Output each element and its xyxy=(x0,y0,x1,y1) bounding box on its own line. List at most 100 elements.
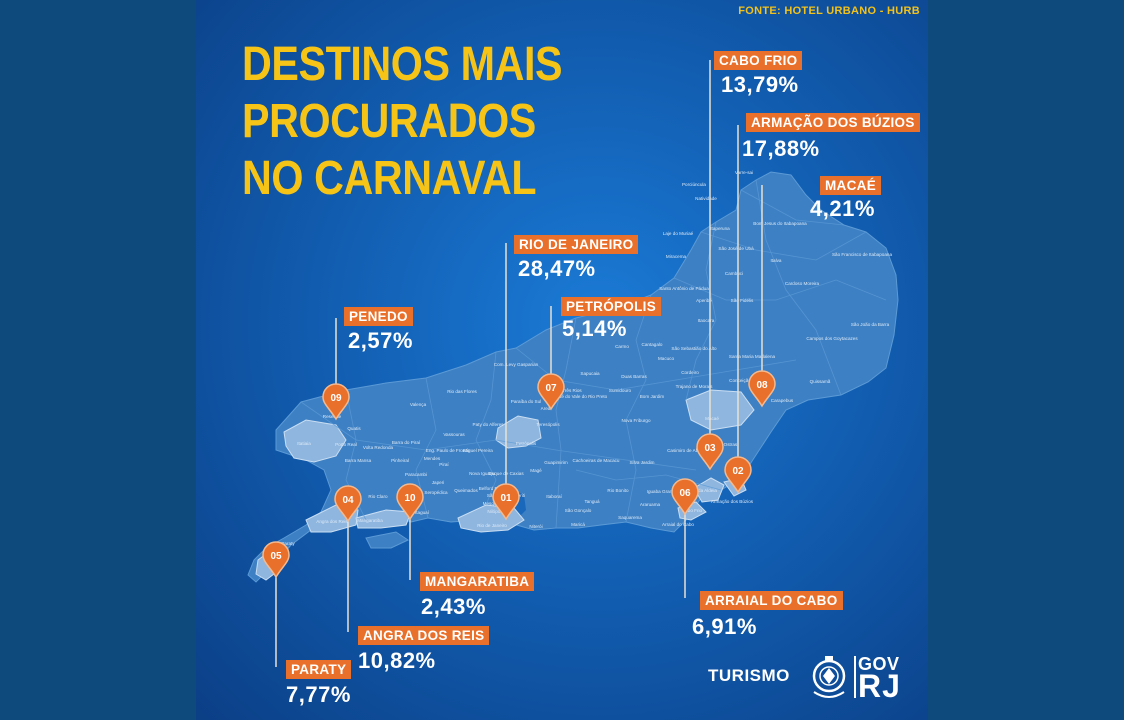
municipality-label: Volta Redonda xyxy=(363,445,394,450)
municipality-label: Queimados xyxy=(454,488,478,493)
municipality-label: Miracema xyxy=(666,254,687,259)
municipality-label: Santa Maria Madalena xyxy=(729,354,776,359)
title-line-2: PROCURADOS xyxy=(242,95,536,148)
destination-percent-arraial-do-cabo: 6,91% xyxy=(692,614,757,639)
municipality-label: Cardoso Moreira xyxy=(785,281,820,286)
municipality-label: Piraí xyxy=(439,462,449,467)
title-line-3: NO CARNAVAL xyxy=(242,152,537,205)
municipality-label: Natividade xyxy=(695,196,717,201)
municipality-label: Duas Barras xyxy=(621,374,647,379)
municipality-label: Itaocara xyxy=(698,318,715,323)
destination-percent-buzios: 17,88% xyxy=(742,136,820,161)
municipality-label: Sumidouro xyxy=(609,388,632,393)
municipality-label: Cambuci xyxy=(725,271,743,276)
destination-label-penedo: PENEDO xyxy=(344,307,413,326)
highlight-macae xyxy=(685,389,755,431)
map-pin-rank: 01 xyxy=(500,493,512,504)
municipality-label: Petrópolis xyxy=(516,441,537,446)
municipality-label: São José do Vale do Rio Preto xyxy=(545,394,608,399)
municipality-label: São Fidélis xyxy=(731,298,754,303)
municipality-label: Bom Jesus do Itabapoana xyxy=(753,221,807,226)
municipality-label: Arraial do Cabo xyxy=(662,522,694,527)
municipality-label: Macaé xyxy=(705,416,719,421)
municipality-label: Teresópolis xyxy=(536,422,560,427)
source-credit: FONTE: HOTEL URBANO - HURB xyxy=(738,5,920,17)
main-title: DESTINOS MAIS PROCURADOS NO CARNAVAL xyxy=(242,36,563,207)
municipality-label: São Gonçalo xyxy=(565,508,592,513)
municipality-labels: Porciúncula Natividade Varre-sai Bom Jesus … xyxy=(281,170,892,546)
municipality-label: Rio Claro xyxy=(368,494,388,499)
municipality-label: Santo Antônio de Pádua xyxy=(659,286,709,291)
map-pin-marker-icon xyxy=(696,433,724,471)
municipality-label: São João da Barra xyxy=(851,322,890,327)
municipality-label: Carapebus xyxy=(771,398,794,403)
destination-label-buzios: ARMAÇÃO DOS BÚZIOS xyxy=(746,113,920,132)
highlight-mangaratiba xyxy=(355,509,412,529)
destination-label-arraial-do-cabo: ARRAIAL DO CABO xyxy=(700,591,843,610)
municipality-label: Rio das Flores xyxy=(447,389,477,394)
municipality-label: Vassouras xyxy=(443,432,465,437)
turismo-logo-text: TURISMO xyxy=(708,666,790,685)
municipality-label: Itatiaia xyxy=(297,441,311,446)
municipality-label: Japeri xyxy=(432,480,445,485)
destination-label-petropolis: PETRÓPOLIS xyxy=(561,297,662,316)
municipality-label: São José de Ubá xyxy=(718,246,754,251)
municipality-label: Tanguá xyxy=(584,499,600,504)
municipality-label: Miguel Pereira xyxy=(463,448,493,453)
municipality-label: Itaguaí xyxy=(415,510,430,515)
municipality-label: Rio Bonito xyxy=(607,488,629,493)
map-pin-rank: 05 xyxy=(270,551,282,562)
gov-logo-text: GOV xyxy=(858,654,900,674)
municipality-label: Paty do Alferes xyxy=(473,422,505,427)
map-pin-marker-icon xyxy=(322,383,350,421)
municipality-label: Areal xyxy=(541,406,552,411)
destination-percent-angra-dos-reis: 10,82% xyxy=(358,648,436,673)
map-pin-10: 10 xyxy=(396,483,424,521)
left-margin xyxy=(0,0,196,720)
municipality-label: Varre-sai xyxy=(735,170,753,175)
map-pin-08: 08 xyxy=(748,370,776,408)
state-crest-icon xyxy=(812,656,846,698)
state-map: Porciúncula Natividade Varre-sai Bom Jesus … xyxy=(247,60,899,667)
destination-percent-paraty: 7,77% xyxy=(286,682,351,707)
municipality-label: Itaboraí xyxy=(546,494,562,499)
map-pin-01: 01 xyxy=(492,483,520,521)
municipality-label: Cordeiro xyxy=(681,370,699,375)
municipality-label: Cachoeiras de Macacu xyxy=(573,458,620,463)
map-pin-04: 04 xyxy=(334,485,362,523)
destination-percent-cabo-frio: 13,79% xyxy=(721,72,799,97)
highlight-cabo-frio xyxy=(693,477,725,503)
ilha-grande xyxy=(365,531,410,549)
destination-percent-petropolis: 5,14% xyxy=(562,316,627,341)
municipality-label: Eng. Paulo de Frontin xyxy=(426,448,471,453)
municipality-label: Angra dos Reis xyxy=(316,519,348,524)
municipality-label: Resende xyxy=(323,414,342,419)
destination-label-cabo-frio: CABO FRIO xyxy=(714,51,803,70)
municipality-label: Com. Levy Gasparian xyxy=(494,362,539,367)
municipality-label: Trajano de Morais xyxy=(676,384,714,389)
map-pin-09: 09 xyxy=(322,383,350,421)
destination-label-rio-de-janeiro: RIO DE JANEIRO xyxy=(514,235,639,254)
municipality-label: Casimiro de Abreu xyxy=(667,448,705,453)
municipality-label: Paracambi xyxy=(405,472,427,477)
municipality-label: Cabo Frio xyxy=(682,508,703,513)
rj-logo-text: RJ xyxy=(858,668,901,704)
municipality-label: Porto Real xyxy=(335,442,357,447)
municipality-label: Itaperuna xyxy=(710,226,730,231)
map-pin-marker-icon xyxy=(396,483,424,521)
municipality-label: Belford Roxo xyxy=(479,486,506,491)
municipality-label: Pinheiral xyxy=(391,458,409,463)
municipality-label: São Francisco de Itabapoana xyxy=(832,252,892,257)
destination-percent-rio-de-janeiro: 28,47% xyxy=(518,256,596,281)
highlight-petropolis xyxy=(495,415,542,449)
municipality-label: Nilópolis xyxy=(487,509,505,514)
map-pin-marker-icon xyxy=(537,373,565,411)
municipality-label: Mendes xyxy=(424,456,441,461)
municipality-label: Campos dos Goytacazes xyxy=(806,336,858,341)
right-margin xyxy=(928,0,1124,720)
destination-percent-penedo: 2,57% xyxy=(348,328,413,353)
municipality-label: Aperibé xyxy=(696,298,712,303)
destination-label-angra-dos-reis: ANGRA DOS REIS xyxy=(358,626,490,645)
municipality-label: Laje do Muriaé xyxy=(663,231,694,236)
municipality-label: Barra do Piraí xyxy=(392,440,421,445)
